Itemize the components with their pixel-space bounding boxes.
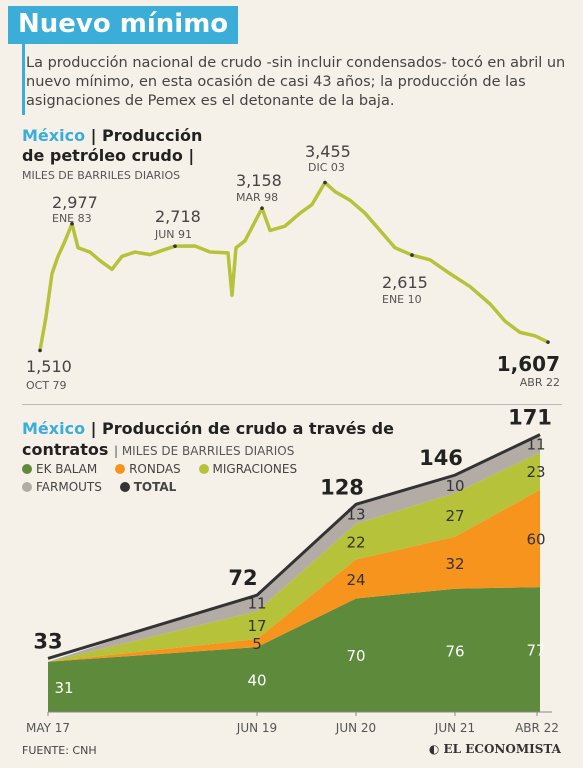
point-marker: [546, 340, 550, 344]
x-tick-label: JUN 20: [335, 721, 376, 735]
chart1-units: MILES DE BARRILES DIARIOS: [22, 169, 181, 182]
date-label: DIC 03: [308, 161, 345, 174]
point-marker: [260, 206, 264, 210]
chart1-country: México: [22, 126, 86, 145]
source-note: FUENTE: CNH: [22, 744, 97, 757]
layer-value-label: 11: [526, 436, 545, 454]
value-label: 3,158: [236, 171, 282, 190]
chart1-title-line2: de petróleo crudo: [22, 146, 183, 165]
chart2-title-text: Producción de crudo a través de contrato…: [22, 419, 394, 459]
x-tick-label: ABR 22: [515, 721, 559, 735]
layer-value-label: 10: [445, 477, 464, 495]
lead-rule: [22, 39, 25, 115]
layer-value-label: 76: [445, 642, 464, 660]
point-marker: [410, 253, 414, 257]
section-divider: [22, 404, 562, 405]
page-title: Nuevo mínimo: [8, 6, 239, 44]
point-marker: [70, 222, 74, 226]
layer-value-label: 27: [445, 507, 464, 525]
total-line: [47, 433, 541, 660]
value-label: 1,510: [26, 357, 72, 376]
legend-rondas: RONDAS: [115, 462, 181, 476]
point-marker: [173, 244, 177, 248]
layer-value-label: 70: [346, 647, 365, 665]
chart2-title: México | Producción de crudo a través de…: [22, 419, 394, 459]
area-rondas: [48, 489, 540, 662]
layer-value-label: 11: [247, 595, 266, 613]
layer-value-label: 13: [346, 505, 365, 523]
area-ek-balam: [48, 587, 540, 712]
total-value-label: 33: [33, 629, 62, 653]
value-label: 1,607: [497, 352, 560, 376]
layer-value-label: 5: [252, 635, 262, 653]
point-marker: [323, 180, 327, 185]
legend-ek-balam: EK BALAM: [22, 462, 97, 476]
chart2-country: México: [22, 419, 86, 438]
production-line: [38, 180, 549, 351]
layer-value-label: 40: [247, 672, 266, 690]
date-label: OCT 79: [26, 379, 67, 392]
value-label: 2,718: [155, 207, 201, 226]
chart2-legend: EK BALAM RONDAS MIGRACIONES FARMOUTS TOT…: [22, 462, 311, 494]
layer-value-label: 24: [346, 571, 365, 589]
x-tick-label: MAY 17: [26, 721, 70, 735]
total-value-label: 128: [320, 475, 364, 499]
value-label: 3,455: [305, 142, 351, 161]
chart2-units: MILES DE BARRILES DIARIOS: [121, 444, 295, 458]
value-label: 2,615: [382, 273, 428, 292]
layer-value-label: 77: [526, 642, 545, 660]
total-value-label: 171: [508, 406, 552, 430]
lead-text: La producción nacional de crudo -sin inc…: [26, 55, 566, 109]
date-label: MAR 98: [236, 191, 278, 204]
date-label: ENE 10: [382, 293, 422, 306]
date-label: JUN 91: [154, 228, 192, 241]
legend-farmouts: FARMOUTS: [22, 480, 102, 494]
point-marker: [38, 348, 42, 353]
date-label: ABR 22: [520, 376, 560, 389]
layer-value-label: 32: [445, 555, 464, 573]
layer-value-label: 22: [346, 534, 365, 552]
brand-logo: ◐ EL ECONOMISTA: [428, 742, 561, 756]
total-value-label: 72: [228, 566, 257, 590]
chart1-title-line1: Producción: [102, 126, 203, 145]
legend-migraciones: MIGRACIONES: [198, 462, 297, 476]
total-value-label: 146: [419, 446, 463, 470]
chart1-title: México | Producción de petróleo crudo |: [22, 126, 203, 165]
layer-value-label: 23: [526, 463, 545, 481]
legend-total: TOTAL: [119, 480, 176, 494]
area-farmouts: [48, 434, 540, 662]
date-label: ENE 83: [52, 212, 92, 225]
layer-value-label: 31: [54, 679, 73, 697]
x-tick-label: JUN 21: [434, 721, 475, 735]
x-tick-label: JUN 19: [236, 721, 277, 735]
value-label: 2,977: [52, 193, 98, 212]
layer-value-label: 17: [247, 617, 266, 635]
layer-value-label: 60: [526, 530, 545, 548]
